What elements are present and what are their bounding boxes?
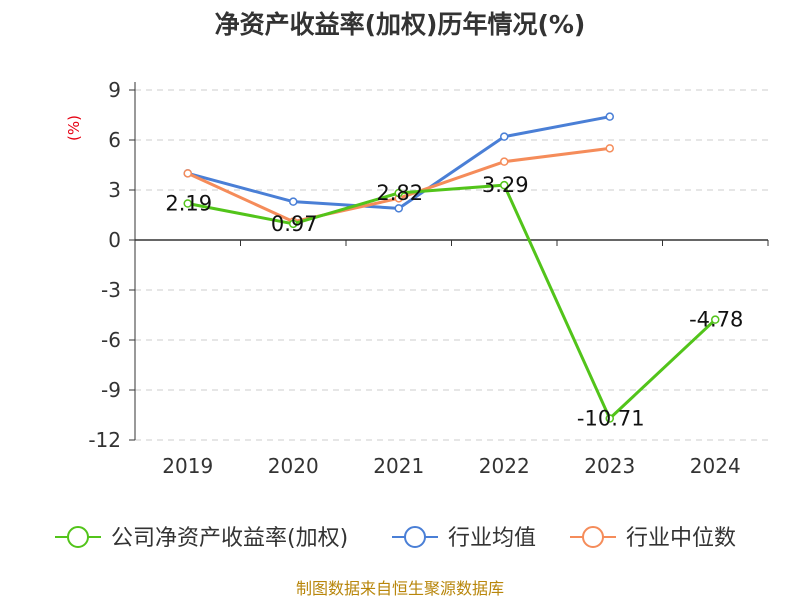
legend-marker — [582, 526, 604, 548]
x-tick-label: 2023 — [584, 454, 635, 478]
series-group — [183, 112, 720, 423]
data-point — [605, 112, 614, 121]
data-label: -4.78 — [689, 308, 743, 332]
x-tick-label: 2020 — [268, 454, 319, 478]
chart-title: 净资产收益率(加权)历年情况(%) — [215, 10, 586, 39]
x-tick-label: 2024 — [690, 454, 741, 478]
y-tick-label: 6 — [108, 128, 121, 152]
legend-marker — [404, 526, 426, 548]
data-point — [183, 199, 192, 208]
y-tick-label: -6 — [101, 328, 121, 352]
y-tick-label: -9 — [101, 378, 121, 402]
data-label: 2.82 — [376, 181, 423, 205]
data-labels: 2.19 0.97 2.82 3.29 -10.71 -4.78 — [165, 173, 743, 430]
x-tick-label: 2019 — [162, 454, 213, 478]
data-point — [289, 197, 298, 206]
y-tick-label: -3 — [101, 278, 121, 302]
data-point — [500, 157, 509, 166]
legend: 公司净资产收益率(加权) 行业均值 行业中位数 — [55, 526, 736, 551]
x-tick-label: 2022 — [479, 454, 530, 478]
data-label: 0.97 — [271, 212, 318, 236]
y-tick-label: 3 — [108, 178, 121, 202]
axes — [129, 82, 769, 441]
legend-marker — [67, 526, 89, 548]
y-tick-label: 9 — [108, 78, 121, 102]
source-note: 制图数据来自恒生聚源数据库 — [296, 579, 504, 598]
y-axis-label: (%) — [65, 115, 83, 141]
y-tick-label: 0 — [108, 228, 121, 252]
data-label: 2.19 — [165, 192, 212, 216]
data-point — [394, 204, 403, 213]
data-label: -10.71 — [577, 407, 645, 431]
legend-label: 公司净资产收益率(加权) — [111, 526, 348, 551]
grid-lines — [135, 89, 768, 441]
data-point — [711, 315, 720, 324]
data-point — [394, 188, 403, 198]
data-label: 3.29 — [482, 173, 529, 197]
data-point — [500, 132, 509, 141]
legend-label: 行业中位数 — [626, 526, 736, 551]
y-tick-labels: 9 6 3 0 -3 -6 -9 -12 — [88, 78, 121, 452]
data-point — [183, 169, 192, 178]
legend-label: 行业均值 — [448, 526, 536, 551]
data-point — [605, 144, 614, 153]
x-tick-label: 2021 — [373, 454, 424, 478]
y-tick-label: -12 — [88, 428, 121, 452]
data-point — [500, 180, 509, 190]
data-point — [289, 219, 298, 229]
x-tick-labels: 2019 2020 2021 2022 2023 2024 — [162, 454, 740, 478]
series-line — [187, 183, 717, 420]
data-point — [605, 414, 614, 423]
